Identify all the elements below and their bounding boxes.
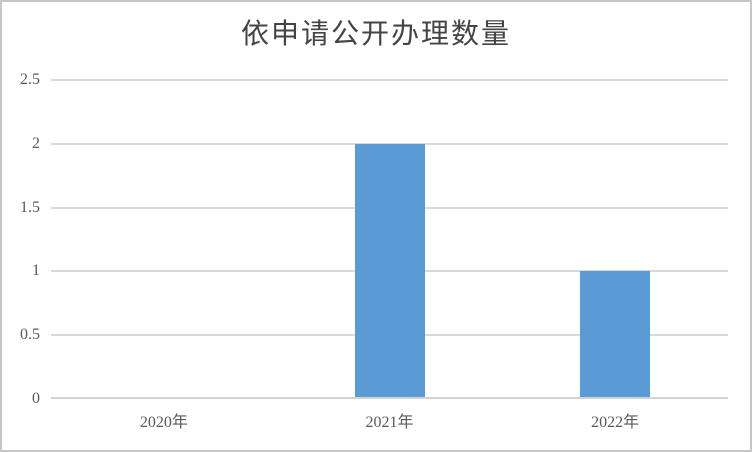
y-tick-label: 0 — [32, 390, 40, 407]
gridline-2.5 — [51, 79, 728, 81]
bar-2021年 — [354, 143, 425, 399]
y-tick-label: 1.5 — [20, 198, 40, 216]
x-tick-label: 2022年 — [591, 414, 640, 431]
y-tick-label: 0.5 — [20, 326, 40, 344]
x-axis-line — [51, 397, 728, 399]
y-tick-label: 2.5 — [20, 71, 40, 88]
chart-title: 依申请公开办理数量 — [240, 19, 511, 50]
y-axis: 0 0.5 1 1.5 2 2.5 — [2, 71, 40, 407]
y-tick-label: 1 — [32, 262, 40, 280]
x-tick-label: 2020年 — [139, 414, 188, 431]
x-axis: 2020年 2021年 2022年 — [51, 408, 728, 432]
x-tick-label: 2021年 — [365, 414, 414, 431]
y-tick-label: 2 — [32, 134, 40, 152]
plot-area — [51, 79, 728, 399]
bar-2022年 — [580, 271, 651, 399]
